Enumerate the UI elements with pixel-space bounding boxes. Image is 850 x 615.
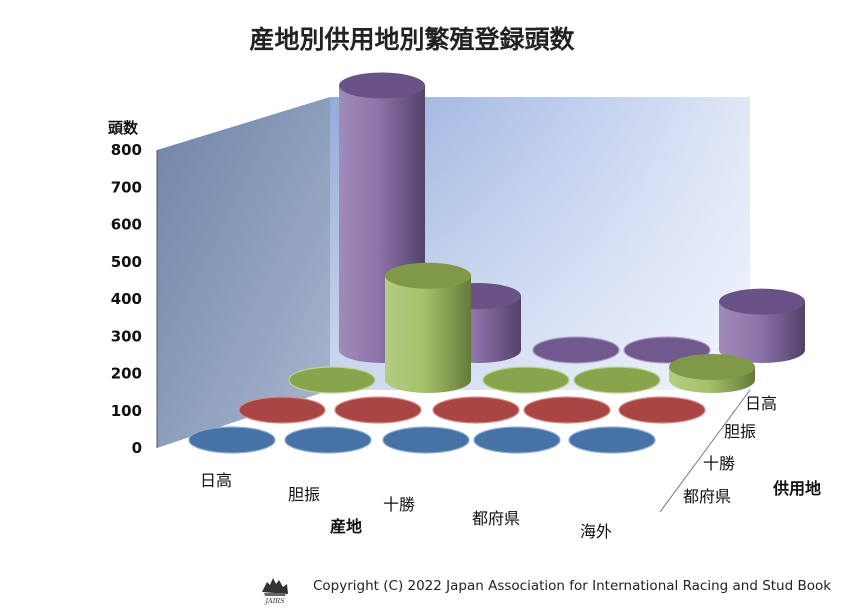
- z-axis-ticks: 0 100 200 300 400 500 600 700 800: [111, 141, 142, 457]
- z-tick-label: 400: [111, 290, 142, 308]
- x-tick-label: 十勝: [383, 495, 415, 514]
- bar-top: [523, 396, 611, 424]
- bar-top: [288, 366, 376, 394]
- bar-top: [669, 353, 755, 380]
- bar-top: [188, 426, 276, 454]
- bar-十勝-海外: [618, 396, 706, 424]
- y-tick-label: 日高: [745, 394, 777, 413]
- bar-top: [339, 72, 425, 99]
- z-tick-label: 200: [111, 365, 142, 383]
- bar-top: [573, 366, 661, 394]
- x-axis-title: 産地: [330, 517, 362, 536]
- bar-top: [719, 288, 805, 315]
- bar-日高-海外: [719, 288, 805, 363]
- y-axis-labels: 都府県 十勝 胆振 日高: [683, 394, 777, 506]
- bar-胆振-日高: [288, 366, 376, 394]
- bar-都府県-都府県: [473, 426, 561, 454]
- bar-十勝-十勝: [432, 396, 520, 424]
- bar-胆振-海外: [669, 353, 755, 393]
- z-tick-label: 700: [111, 178, 142, 196]
- bar-body: [385, 275, 471, 393]
- side-wall: [157, 97, 330, 448]
- bars: [188, 72, 805, 454]
- bar-body: [719, 301, 805, 363]
- bar-十勝-日高: [238, 396, 326, 424]
- bar-胆振-十勝: [482, 366, 570, 394]
- z-tick-label: 300: [111, 327, 142, 345]
- z-tick-label: 0: [132, 439, 142, 457]
- bar-top: [568, 426, 656, 454]
- bar-日高-十勝: [532, 336, 620, 364]
- bar-top: [284, 426, 372, 454]
- bar-top: [238, 396, 326, 424]
- z-tick-label: 800: [111, 141, 142, 159]
- y-tick-label: 都府県: [683, 487, 731, 506]
- y-tick-label: 胆振: [724, 422, 756, 441]
- z-tick-label: 100: [111, 402, 142, 420]
- x-tick-label: 都府県: [472, 509, 520, 528]
- bar-top: [432, 396, 520, 424]
- bar-都府県-十勝: [382, 426, 470, 454]
- bar-十勝-都府県: [523, 396, 611, 424]
- bar-都府県-海外: [568, 426, 656, 454]
- bar-top: [618, 396, 706, 424]
- x-tick-label: 胆振: [288, 485, 320, 504]
- x-tick-label: 海外: [580, 522, 612, 541]
- z-axis-title: 頭数: [108, 119, 139, 137]
- z-tick-label: 600: [111, 216, 142, 234]
- bar-十勝-胆振: [334, 396, 422, 424]
- jairs-logo-icon: JAIRS: [262, 578, 288, 605]
- bar-胆振-都府県: [573, 366, 661, 394]
- bar-top: [532, 336, 620, 364]
- bar-top: [385, 262, 471, 289]
- floor-right-edge: [659, 389, 751, 513]
- y-tick-label: 十勝: [703, 454, 735, 473]
- bar-都府県-胆振: [284, 426, 372, 454]
- bar-top: [334, 396, 422, 424]
- z-tick-label: 500: [111, 253, 142, 271]
- bar-top: [473, 426, 561, 454]
- x-tick-label: 日高: [200, 471, 232, 490]
- bar-胆振-胆振: [385, 262, 471, 393]
- bar-top: [382, 426, 470, 454]
- svg-text:JAIRS: JAIRS: [263, 597, 285, 605]
- chart-title: 産地別供用地別繁殖登録頭数: [249, 25, 575, 54]
- y-axis-title: 供用地: [772, 479, 821, 498]
- copyright-text: Copyright (C) 2022 Japan Association for…: [313, 578, 832, 594]
- bar-都府県-日高: [188, 426, 276, 454]
- bar-top: [482, 366, 570, 394]
